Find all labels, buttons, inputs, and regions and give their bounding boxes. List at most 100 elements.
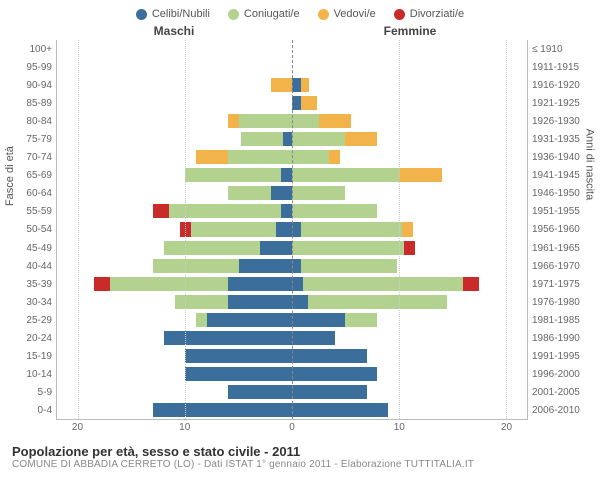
seg-celibi: [292, 277, 303, 291]
female-half: [292, 58, 527, 76]
seg-coniugati: [301, 222, 402, 236]
age-label: 85-89: [12, 94, 52, 112]
seg-celibi: [292, 349, 367, 363]
birth-label: 2001-2005: [532, 384, 588, 402]
legend-label: Coniugati/e: [244, 8, 300, 20]
seg-coniugati: [241, 132, 284, 146]
female-half: [292, 148, 527, 166]
seg-coniugati: [228, 150, 292, 164]
bar-female: [292, 78, 527, 92]
seg-vedovi: [345, 132, 377, 146]
plot: [56, 40, 528, 420]
bar-male: [57, 367, 292, 381]
female-half: [292, 202, 527, 220]
seg-celibi: [281, 168, 292, 182]
birth-label: 1996-2000: [532, 366, 588, 384]
bar-female: [292, 96, 527, 110]
female-half: [292, 365, 527, 383]
seg-celibi: [292, 295, 308, 309]
bar-female: [292, 168, 527, 182]
birth-label: ≤ 1910: [532, 40, 588, 58]
female-half: [292, 401, 527, 419]
x-tick: 10: [179, 422, 190, 433]
bar-female: [292, 259, 527, 273]
birth-label: 1976-1980: [532, 293, 588, 311]
age-label: 55-59: [12, 203, 52, 221]
birth-label: 1951-1955: [532, 203, 588, 221]
birth-label: 1936-1940: [532, 149, 588, 167]
bar-male: [57, 403, 292, 417]
female-half: [292, 130, 527, 148]
bar-female: [292, 349, 527, 363]
seg-celibi: [228, 295, 292, 309]
age-label: 35-39: [12, 275, 52, 293]
bar-female: [292, 60, 527, 74]
legend-item: Vedovi/e: [318, 8, 376, 20]
male-half: [57, 166, 292, 184]
birth-label: 2006-2010: [532, 402, 588, 420]
bar-female: [292, 222, 527, 236]
seg-divorziati: [153, 204, 169, 218]
male-half: [57, 112, 292, 130]
bar-male: [57, 60, 292, 74]
legend-swatch: [228, 9, 239, 20]
seg-coniugati: [110, 277, 228, 291]
seg-coniugati: [292, 132, 345, 146]
male-half: [57, 130, 292, 148]
y-axis-right-title: Anni di nascita: [584, 129, 596, 201]
male-half: [57, 401, 292, 419]
birth-label: 1971-1975: [532, 275, 588, 293]
male-half: [57, 365, 292, 383]
legend-item: Coniugati/e: [228, 8, 300, 20]
age-label: 15-19: [12, 348, 52, 366]
bar-female: [292, 42, 527, 56]
bar-female: [292, 241, 527, 255]
female-half: [292, 347, 527, 365]
birth-label: 1956-1960: [532, 221, 588, 239]
male-half: [57, 293, 292, 311]
female-half: [292, 329, 527, 347]
male-half: [57, 94, 292, 112]
bar-female: [292, 295, 527, 309]
age-label: 40-44: [12, 257, 52, 275]
seg-celibi: [292, 222, 301, 236]
birth-label: 1931-1935: [532, 130, 588, 148]
seg-celibi: [292, 403, 388, 417]
seg-coniugati: [303, 277, 463, 291]
age-label: 90-94: [12, 76, 52, 94]
bar-male: [57, 222, 292, 236]
legend-swatch: [318, 9, 329, 20]
male-half: [57, 347, 292, 365]
gridline: [185, 40, 186, 419]
female-half: [292, 293, 527, 311]
seg-coniugati: [301, 259, 397, 273]
female-half: [292, 275, 527, 293]
legend-swatch: [136, 9, 147, 20]
x-axis: 201001020: [12, 422, 588, 438]
male-half: [57, 383, 292, 401]
seg-celibi: [281, 204, 292, 218]
female-half: [292, 76, 527, 94]
header-female: Femmine: [292, 24, 528, 38]
birth-label: 1961-1965: [532, 239, 588, 257]
legend-swatch: [394, 9, 405, 20]
birth-label: 1991-1995: [532, 348, 588, 366]
seg-coniugati: [164, 241, 260, 255]
legend-label: Divorziati/e: [410, 8, 464, 20]
birth-label: 1916-1920: [532, 76, 588, 94]
center-line: [292, 40, 293, 419]
birth-label: 1986-1990: [532, 330, 588, 348]
seg-celibi: [276, 222, 292, 236]
female-half: [292, 184, 527, 202]
header-male: Maschi: [56, 24, 292, 38]
seg-celibi: [185, 367, 292, 381]
seg-celibi: [292, 385, 367, 399]
age-label: 75-79: [12, 130, 52, 148]
chart-area: Fasce di età 100+95-9990-9485-8980-8475-…: [12, 40, 588, 420]
bar-male: [57, 42, 292, 56]
gridline: [399, 40, 400, 419]
bar-male: [57, 96, 292, 110]
x-tick: 20: [72, 422, 83, 433]
seg-celibi: [207, 313, 292, 327]
male-half: [57, 76, 292, 94]
